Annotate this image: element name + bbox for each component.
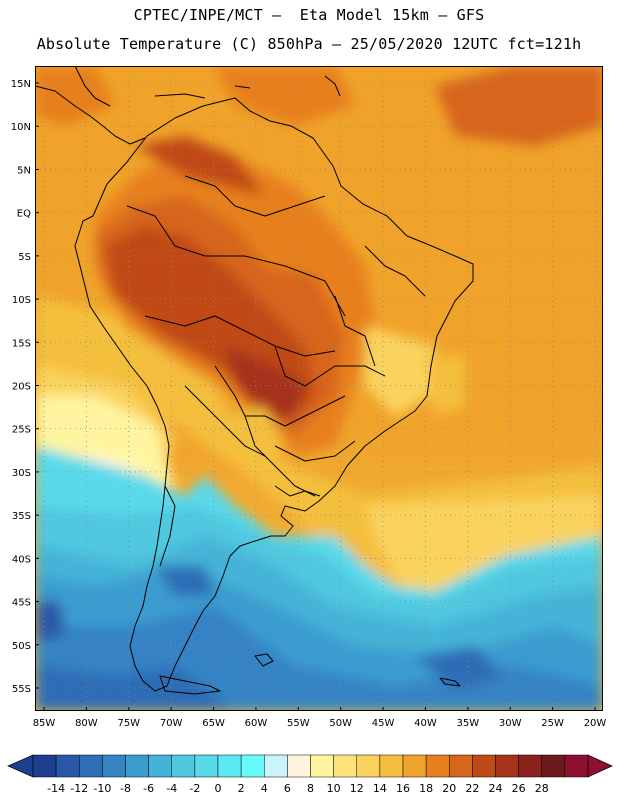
lon-tick-label: 60W <box>245 718 268 729</box>
colorbar-bin <box>102 754 126 778</box>
colorbar-bin <box>55 754 80 778</box>
colorbar-bin <box>264 754 288 778</box>
colorbar: -14 -12 -10 -8 -6 -4 -2 0 2 4 6 8 10 12 14 16 18 20 22 24 26… <box>7 754 613 795</box>
lon-tick-label: 20W <box>584 718 607 729</box>
lon-tick-label: 30W <box>499 718 522 729</box>
colorbar-bin <box>310 754 334 778</box>
lat-tick-label: 50S <box>12 641 31 652</box>
colorbar-bin <box>402 754 427 778</box>
lat-tick-label: 40S <box>12 554 31 565</box>
colorbar-label: 22 <box>465 782 479 795</box>
temperature-map <box>34 65 603 711</box>
lat-tick-label: 30S <box>12 468 31 479</box>
colorbar-bin <box>472 754 496 778</box>
colorbar-bin <box>449 754 473 778</box>
colorbar-bin <box>194 754 219 778</box>
colorbar-bin <box>379 754 404 778</box>
lon-tick-label: 50W <box>329 718 352 729</box>
colorbar-label: 16 <box>396 782 410 795</box>
lon-tick-label: 75W <box>117 718 140 729</box>
title-line-2: Absolute Temperature (C) 850hPa – 25/05/… <box>36 35 582 53</box>
colorbar-label: 28 <box>535 782 549 795</box>
lat-tick-label: 10S <box>12 295 31 306</box>
coastlines <box>34 65 474 695</box>
colorbar-label: 18 <box>419 782 433 795</box>
colorbar-label: 2 <box>238 782 245 795</box>
colorbar-bin <box>333 754 357 778</box>
title-line-1: CPTEC/INPE/MCT – Eta Model 15km – GFS <box>133 6 485 24</box>
lat-tick-label: 35S <box>12 511 31 522</box>
lon-tick-label: 70W <box>160 718 183 729</box>
colorbar-bin <box>32 754 57 778</box>
colorbar-label: 6 <box>284 782 291 795</box>
colorbar-label: 20 <box>442 782 456 795</box>
lat-tick-label: 55S <box>12 684 31 695</box>
colorbar-label: 0 <box>215 782 222 795</box>
colorbar-label: -2 <box>189 782 200 795</box>
colorbar-label: 14 <box>373 782 387 795</box>
colorbar-bin <box>171 754 196 778</box>
colorbar-label: -4 <box>166 782 177 795</box>
colorbar-label: -6 <box>143 782 154 795</box>
colorbar-label: 24 <box>489 782 503 795</box>
lon-tick-label: 25W <box>541 718 564 729</box>
map-frame <box>35 66 603 711</box>
colorbar-label: 26 <box>512 782 526 795</box>
lon-tick-label: 45W <box>372 718 395 729</box>
colorbar-label: -8 <box>120 782 131 795</box>
temperature-field <box>35 66 603 711</box>
colorbar-bin <box>518 754 542 778</box>
lat-tick-label: 5N <box>17 165 31 176</box>
colorbar-bin <box>125 754 149 778</box>
lat-tick-label: 45S <box>12 598 31 609</box>
lat-tick-label: 5S <box>18 252 31 263</box>
lat-tick-label: 20S <box>12 382 31 393</box>
colorbar-bin <box>564 754 589 778</box>
colorbar-bin <box>240 754 265 778</box>
lat-tick-label: 15N <box>11 79 31 90</box>
colorbar-label: -14 <box>47 782 65 795</box>
colorbar-label: 8 <box>307 782 314 795</box>
lon-tick-label: 55W <box>287 718 310 729</box>
lat-tick-label: 10N <box>11 122 31 133</box>
colorbar-under-arrow <box>7 754 34 778</box>
colorbar-label: 10 <box>327 782 341 795</box>
colorbar-bin <box>356 754 381 778</box>
colorbar-over-arrow <box>587 754 613 778</box>
colorbar-bin <box>287 754 311 778</box>
lon-tick-label: 80W <box>75 718 98 729</box>
map-canvas <box>34 65 603 711</box>
colorbar-bin <box>79 754 103 778</box>
colorbar-bin <box>425 754 450 778</box>
colorbar-label: 4 <box>261 782 268 795</box>
colorbar-label: -10 <box>93 782 111 795</box>
lon-tick-label: 40W <box>414 718 437 729</box>
lon-tick-label: 85W <box>33 718 56 729</box>
lon-tick-label: 65W <box>202 718 225 729</box>
lon-tick-label: 35W <box>457 718 480 729</box>
colorbar-bin <box>148 754 172 778</box>
lat-tick-label: 25S <box>12 425 31 436</box>
colorbar-bin <box>495 754 519 778</box>
colorbar-label: 12 <box>350 782 364 795</box>
lat-tick-label: EQ <box>17 209 31 220</box>
colorbar-bin <box>217 754 242 778</box>
colorbar-bin <box>541 754 566 778</box>
colorbar-label: -12 <box>70 782 88 795</box>
lat-tick-label: 15S <box>12 338 31 349</box>
